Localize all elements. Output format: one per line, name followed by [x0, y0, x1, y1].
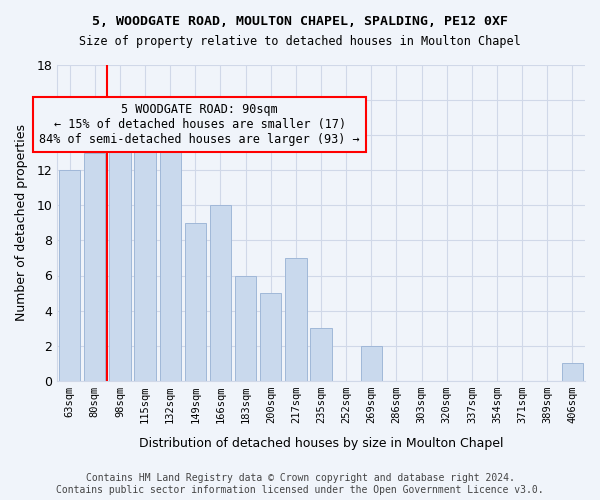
Bar	[285, 258, 307, 381]
Y-axis label: Number of detached properties: Number of detached properties	[15, 124, 28, 322]
Bar	[59, 170, 80, 381]
Bar	[160, 135, 181, 381]
X-axis label: Distribution of detached houses by size in Moulton Chapel: Distribution of detached houses by size …	[139, 437, 503, 450]
Bar	[109, 118, 131, 381]
Bar	[260, 293, 281, 381]
Bar	[185, 223, 206, 381]
Bar	[562, 363, 583, 381]
Text: 5 WOODGATE ROAD: 90sqm
← 15% of detached houses are smaller (17)
84% of semi-det: 5 WOODGATE ROAD: 90sqm ← 15% of detached…	[39, 103, 360, 146]
Text: Contains HM Land Registry data © Crown copyright and database right 2024.
Contai: Contains HM Land Registry data © Crown c…	[56, 474, 544, 495]
Text: 5, WOODGATE ROAD, MOULTON CHAPEL, SPALDING, PE12 0XF: 5, WOODGATE ROAD, MOULTON CHAPEL, SPALDI…	[92, 15, 508, 28]
Bar	[361, 346, 382, 381]
Bar	[310, 328, 332, 381]
Bar	[84, 152, 106, 381]
Bar	[210, 206, 231, 381]
Bar	[235, 276, 256, 381]
Text: Size of property relative to detached houses in Moulton Chapel: Size of property relative to detached ho…	[79, 35, 521, 48]
Bar	[134, 118, 156, 381]
